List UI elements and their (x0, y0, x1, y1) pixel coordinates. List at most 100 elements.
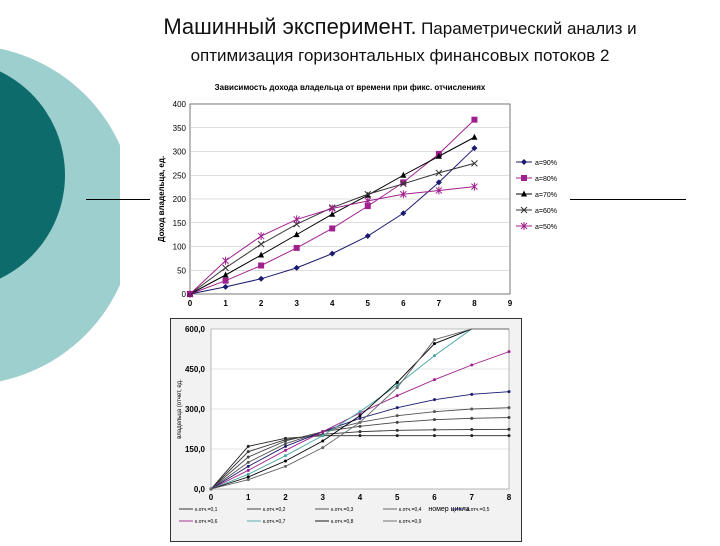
chart1-point (258, 251, 265, 258)
chart1-legend-marker (521, 159, 527, 165)
chart1-y-label: Доход владельца, ед. (157, 156, 166, 242)
chart-owner-income: Зависимость дохода владельца от времени … (150, 76, 570, 316)
chart2-point (284, 439, 287, 443)
chart1-point (364, 233, 371, 240)
chart2-point (470, 416, 474, 420)
chart2-point (433, 378, 436, 382)
chart2-legend: к.отч.=0,1 к.отч.=0,2 к.отч.=0,3 к.отч.=0,4… (179, 507, 490, 525)
chart1-point (471, 182, 478, 191)
chart2-point (470, 407, 474, 411)
chart2-point (395, 420, 399, 424)
chart2-point (284, 464, 287, 468)
chart-owner-income-svg: Зависимость дохода владельца от времени … (157, 83, 568, 308)
chart2-x-tick: 6 (432, 493, 437, 502)
chart2-x-tick: 2 (283, 493, 288, 502)
chart1-point (222, 277, 229, 284)
slide-title-main: Машинный эксперимент. (163, 14, 417, 39)
slide-title: Машинный эксперимент. Параметрический ан… (120, 14, 680, 69)
slide-title-line2: оптимизация горизонтальных финансовых по… (190, 46, 610, 65)
chart2-point (395, 414, 399, 418)
chart2-point (433, 354, 436, 358)
chart2-point (470, 392, 474, 396)
chart1-point (364, 196, 372, 205)
chart2-x-tick: 8 (507, 493, 512, 502)
chart2-legend-label: к.отч.=0,1 (195, 507, 218, 513)
chart1-point (400, 171, 407, 178)
chart1-point (293, 220, 301, 228)
chart1-x-tick: 7 (437, 299, 442, 308)
chart1-legend-marker (520, 206, 528, 214)
chart2-point (395, 386, 399, 390)
chart1-point (435, 186, 443, 195)
chart2-point (246, 444, 250, 448)
chart2-legend-label: к.отч.=0,5 (467, 507, 490, 513)
chart2-y-tick: 300,0 (185, 405, 206, 414)
chart2-x-tick: 1 (246, 493, 251, 502)
chart1-x-tick: 1 (223, 299, 228, 308)
chart1-y-tick: 200 (173, 195, 187, 204)
chart2-point (433, 398, 436, 402)
chart1-point (400, 179, 407, 186)
chart1-point (399, 180, 407, 188)
chart1-y-tick: 0 (182, 290, 187, 299)
chart1-x-tick: 8 (472, 299, 477, 308)
chart1-legend: a=90% a=80% a=70% a=60% a=50% (512, 154, 568, 231)
chart2-legend-label: к.отч.=0,2 (263, 507, 286, 513)
chart1-point (400, 210, 407, 217)
chart1-point (258, 262, 265, 269)
chart-cycle-income: 0,0 150,0 300,0 450,0 600,0 0 1 2 3 4 5 6 7 8 номер ци… (170, 318, 522, 542)
chart1-point (471, 133, 478, 140)
chart1-point (258, 275, 265, 282)
chart2-point (507, 350, 511, 354)
chart1-legend-label: a=80% (535, 176, 557, 183)
chart1-point (329, 210, 336, 217)
chart2-point (433, 342, 436, 346)
chart2-point (395, 380, 399, 384)
chart2-point (507, 427, 511, 431)
chart2-y-tick: 150,0 (185, 445, 206, 454)
slide-title-rest: Параметрический анализ и (421, 19, 637, 38)
chart1-point (293, 244, 300, 251)
chart2-x-tick: 3 (321, 493, 326, 502)
chart1-point (293, 264, 300, 271)
chart2-y-tick: 600,0 (185, 325, 206, 334)
chart2-x-tick: 0 (209, 493, 214, 502)
chart2-point (433, 434, 436, 438)
chart2-point (284, 448, 287, 452)
chart1-legend-marker (520, 222, 528, 230)
chart2-legend-label: к.отч.=0,4 (399, 507, 422, 513)
chart2-legend-label: к.отч.=0,6 (195, 519, 218, 525)
chart1-point (328, 204, 336, 213)
chart2-point (246, 464, 250, 468)
chart2-point (433, 428, 436, 432)
chart1-legend-marker (521, 175, 527, 181)
chart1-point (257, 232, 265, 241)
chart2-legend-label: к.отч.=0,9 (399, 519, 422, 525)
chart1-x-tick: 0 (188, 299, 193, 308)
chart1-y-tick: 400 (173, 100, 187, 109)
decor-circle-dark (0, 71, 65, 279)
chart2-y-label: владельца (отчет, ед. (177, 379, 183, 439)
chart1-point (435, 179, 442, 186)
chart2-point (358, 430, 362, 434)
chart2-point (433, 410, 436, 414)
chart2-point (395, 406, 399, 410)
chart2-x-tick: 5 (395, 493, 400, 502)
chart1-point (222, 264, 229, 272)
chart2-point (246, 475, 250, 479)
chart2-point (321, 434, 325, 438)
chart1-point (257, 240, 265, 248)
chart1-point (435, 152, 442, 159)
chart2-point (358, 416, 362, 420)
chart2-point (395, 394, 399, 398)
chart2-point (470, 434, 474, 438)
chart2-point (433, 338, 436, 342)
chart2-point (395, 428, 399, 432)
chart1-x-tick: 6 (401, 299, 406, 308)
chart1-point (222, 256, 229, 265)
decor-circles (0, 48, 120, 382)
chart1-point (293, 231, 300, 238)
chart2-point (358, 424, 362, 428)
chart1-point (222, 283, 229, 290)
chart2-point (246, 478, 250, 482)
